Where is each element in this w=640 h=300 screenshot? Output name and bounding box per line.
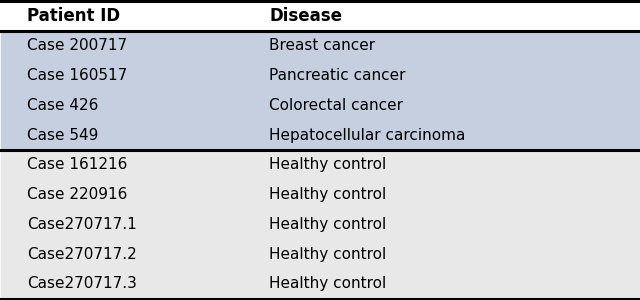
Text: Case 200717: Case 200717 xyxy=(27,38,127,53)
Text: Case 220916: Case 220916 xyxy=(27,187,127,202)
Text: Patient ID: Patient ID xyxy=(27,7,120,25)
Bar xyxy=(1,150,639,298)
Text: Case270717.1: Case270717.1 xyxy=(27,217,136,232)
Text: Disease: Disease xyxy=(269,7,342,25)
Text: Hepatocellular carcinoma: Hepatocellular carcinoma xyxy=(269,128,465,142)
Bar xyxy=(1,2,639,31)
Bar xyxy=(1,31,639,150)
Text: Case270717.2: Case270717.2 xyxy=(27,247,136,262)
Text: Healthy control: Healthy control xyxy=(269,217,387,232)
Text: Case 549: Case 549 xyxy=(27,128,99,142)
Text: Healthy control: Healthy control xyxy=(269,158,387,172)
Text: Case 161216: Case 161216 xyxy=(27,158,127,172)
Text: Case270717.3: Case270717.3 xyxy=(27,276,137,291)
Text: Breast cancer: Breast cancer xyxy=(269,38,375,53)
Text: Case 160517: Case 160517 xyxy=(27,68,127,83)
Text: Healthy control: Healthy control xyxy=(269,187,387,202)
Text: Pancreatic cancer: Pancreatic cancer xyxy=(269,68,406,83)
Text: Healthy control: Healthy control xyxy=(269,276,387,291)
Text: Case 426: Case 426 xyxy=(27,98,99,113)
Text: Colorectal cancer: Colorectal cancer xyxy=(269,98,403,113)
Text: Healthy control: Healthy control xyxy=(269,247,387,262)
